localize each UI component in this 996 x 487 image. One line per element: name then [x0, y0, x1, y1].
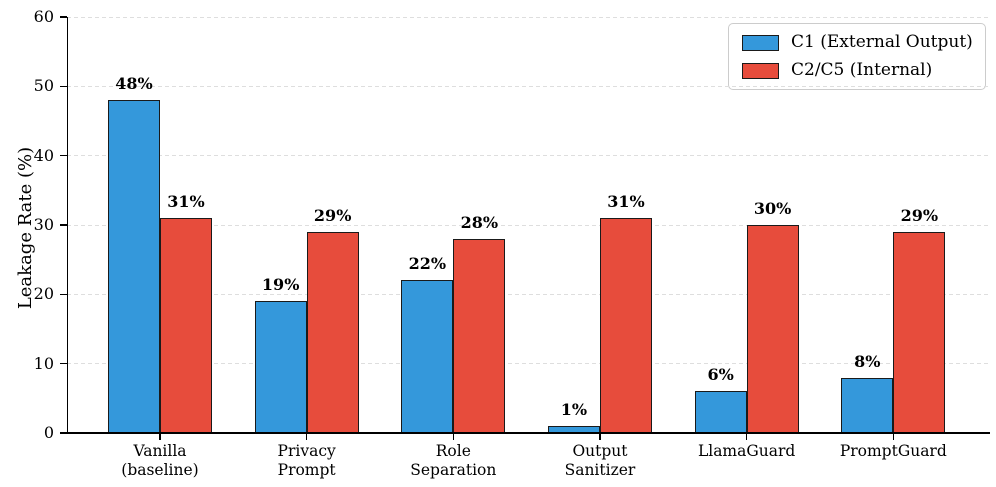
y-axis-tick — [60, 16, 67, 18]
bar-s1-c1 — [108, 100, 160, 433]
y-axis-tick — [60, 293, 67, 296]
bar-value-label: 30% — [753, 199, 792, 218]
bar-s2-c5 — [746, 225, 799, 433]
legend-label-c1: C1 (External Output) — [791, 32, 973, 52]
bar-value-label: 28% — [460, 212, 499, 232]
gridline — [67, 293, 990, 295]
legend-entry-c1: C1 (External Output) — [742, 32, 973, 53]
legend: C1 (External Output) C2/C5 (Internal) — [728, 23, 986, 90]
y-axis-tick — [60, 432, 67, 434]
y-axis-tick-label: 30 — [33, 215, 54, 234]
bar-value-label: 22% — [408, 254, 447, 274]
bar-s1-c3 — [401, 280, 454, 433]
gridline — [67, 85, 990, 87]
bar-value-label: 1% — [560, 400, 588, 420]
bar-s2-c3 — [453, 238, 506, 433]
x-axis-category-label: Vanilla (baseline) — [121, 442, 199, 479]
y-axis-line — [67, 17, 69, 433]
gridline — [67, 363, 990, 365]
y-axis-tick — [60, 363, 67, 365]
gridline — [67, 224, 990, 226]
bar-value-label: 31% — [607, 192, 645, 212]
y-axis-tick-label: 40 — [33, 145, 54, 165]
x-axis-tick — [599, 433, 601, 440]
y-axis-tick-label: 10 — [33, 353, 54, 373]
x-axis-category-label: LlamaGuard — [697, 442, 796, 460]
bar-value-label: 31% — [167, 192, 205, 212]
x-axis-tick — [159, 433, 161, 440]
bar-value-label: 29% — [900, 205, 939, 225]
legend-swatch-c1 — [742, 34, 779, 51]
y-axis-tick — [60, 224, 67, 226]
legend-swatch-c2c5 — [742, 62, 779, 79]
x-axis-category-label: Output Sanitizer — [564, 442, 636, 479]
x-axis-line — [67, 432, 990, 434]
bar-s2-c6 — [893, 231, 946, 433]
x-axis-category-label: Privacy Prompt — [277, 442, 336, 479]
bar-s2-c2 — [306, 231, 359, 433]
bar-value-label: 48% — [115, 74, 153, 94]
legend-entry-c2c5: C2/C5 (Internal) — [742, 60, 973, 81]
y-axis-tick — [60, 85, 67, 88]
gridline — [67, 155, 990, 157]
y-axis-tick — [60, 155, 67, 157]
x-axis-category-label: PromptGuard — [839, 442, 947, 460]
y-axis-tick-label: 20 — [33, 284, 54, 304]
bar-s2-c1 — [160, 218, 212, 433]
y-axis-tick-label: 50 — [33, 76, 54, 96]
bar-s1-c6 — [841, 377, 894, 433]
y-axis-tick-label: 0 — [43, 423, 54, 442]
gridline — [67, 16, 990, 18]
x-axis-tick — [746, 433, 748, 440]
x-axis-tick — [306, 433, 308, 440]
x-axis-tick — [892, 433, 894, 440]
bar-s1-c2 — [254, 301, 307, 433]
bar-s1-c5 — [694, 391, 747, 433]
y-axis-tick-label: 60 — [33, 7, 54, 26]
legend-label-c2c5: C2/C5 (Internal) — [791, 60, 933, 80]
bar-s2-c4 — [599, 218, 652, 433]
bar-value-label: 6% — [707, 365, 734, 385]
x-axis-tick — [452, 433, 455, 440]
bar-value-label: 8% — [854, 351, 881, 371]
x-axis-category-label: Role Separation — [410, 442, 497, 479]
bar-value-label: 19% — [261, 275, 300, 295]
bar-value-label: 29% — [313, 205, 352, 225]
